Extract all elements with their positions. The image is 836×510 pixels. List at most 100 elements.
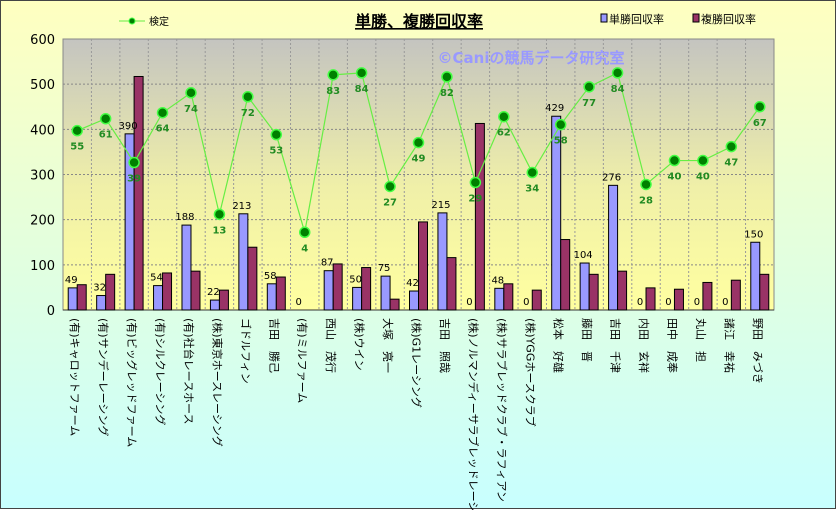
y-tick-label: 100 <box>30 259 55 274</box>
win-return-label: 104 <box>574 250 593 261</box>
legend-place-swatch <box>692 13 700 23</box>
hit-rate-label: 49 <box>412 154 426 165</box>
place-return-bar <box>759 273 770 311</box>
win-return-bar <box>67 287 78 311</box>
win-return-bar <box>608 184 619 311</box>
hit-rate-point <box>754 101 766 113</box>
category-label: 諸江 幸祐 <box>722 318 736 373</box>
place-return-bar <box>275 276 286 311</box>
win-return-label: 49 <box>65 275 78 286</box>
hit-rate-point <box>526 166 539 179</box>
place-return-bar <box>702 281 713 311</box>
category-label: 吉田 千津 <box>609 318 622 373</box>
hit-rate-label: 62 <box>497 128 511 139</box>
win-return-label: 54 <box>150 273 163 284</box>
category-label: 田中 成奉 <box>665 318 679 373</box>
hit-rate-label: 40 <box>696 172 710 183</box>
place-return-bar <box>389 298 400 311</box>
place-return-bar <box>617 270 628 311</box>
category-label: 丸山 担 <box>694 318 708 362</box>
category-label: 西山 茂行 <box>324 318 338 373</box>
legend-win-return: 単勝回収率 <box>609 12 664 26</box>
category-label: 吉田 勝己 <box>267 318 281 373</box>
category-label: ゴドルフィン <box>239 318 253 384</box>
win-return-bar <box>181 224 192 311</box>
watermark: ©Caniの競馬データ研究室 <box>438 49 625 67</box>
place-return-bar <box>730 279 741 311</box>
category-label: (株)ウイン <box>353 318 367 371</box>
hit-rate-point <box>441 71 453 83</box>
y-tick-label: 600 <box>30 33 55 48</box>
win-return-label: 0 <box>722 297 728 308</box>
win-return-label: 0 <box>523 297 529 308</box>
win-return-bar <box>323 270 334 311</box>
win-return-bar <box>494 287 505 311</box>
hit-rate-label: 67 <box>753 118 767 129</box>
hit-rate-point <box>99 112 112 125</box>
hit-rate-point <box>697 154 709 167</box>
hit-rate-point <box>725 140 738 153</box>
win-return-bar <box>266 283 277 311</box>
hit-rate-label: 83 <box>326 86 340 97</box>
win-return-label: 188 <box>175 212 194 223</box>
place-return-bar <box>503 283 514 311</box>
hit-rate-label: 29 <box>468 193 482 204</box>
category-label: 吉田 照哉 <box>438 318 452 373</box>
category-label: 松本 好雄 <box>552 318 566 373</box>
win-return-label: 42 <box>406 278 419 289</box>
category-label: 大塚 亮一 <box>381 318 395 373</box>
hit-rate-label: 4 <box>301 243 308 254</box>
hit-rate-label: 55 <box>70 142 84 153</box>
hit-rate-point <box>611 67 624 79</box>
chart-title: 単勝、複勝回収率 <box>355 12 483 31</box>
hit-rate-label: 64 <box>156 124 170 135</box>
hit-rate-label: 61 <box>99 130 113 141</box>
win-return-label: 0 <box>665 297 671 308</box>
win-return-bar <box>750 241 761 311</box>
win-return-label: 215 <box>431 200 450 211</box>
legend-hit-rate: 検定 <box>149 15 169 28</box>
category-label: (有)シルクレーシング <box>154 318 168 425</box>
win-return-bar <box>153 285 164 311</box>
hit-rate-point <box>412 136 425 149</box>
win-return-label: 150 <box>744 229 763 240</box>
place-return-bar <box>105 273 116 311</box>
hit-rate-point <box>668 154 681 167</box>
place-return-bar <box>218 289 229 311</box>
hit-rate-point <box>270 128 283 141</box>
place-return-bar <box>190 270 201 311</box>
hit-rate-label: 84 <box>355 84 369 95</box>
hit-rate-label: 34 <box>525 184 539 195</box>
y-tick-label: 200 <box>30 214 55 229</box>
hit-rate-label: 13 <box>212 225 226 236</box>
hit-rate-label: 58 <box>554 136 568 147</box>
category-label: (有)ビッグレッドファーム <box>125 318 139 447</box>
place-return-bar <box>76 284 87 311</box>
win-return-label: 75 <box>378 263 391 274</box>
category-label: (株)G1レーシング <box>410 318 424 408</box>
win-return-label: 0 <box>296 297 302 308</box>
hit-rate-point <box>498 110 510 123</box>
place-return-bar <box>531 289 542 311</box>
win-return-label: 429 <box>545 103 564 114</box>
win-return-bar <box>409 290 419 311</box>
hit-rate-point <box>384 180 396 193</box>
place-return-bar <box>418 221 428 311</box>
hit-rate-label: 84 <box>611 84 625 95</box>
legend-place-return: 複勝回収率 <box>701 12 756 26</box>
hit-rate-point <box>185 87 197 99</box>
category-label: (有)サンデーレーシング <box>97 318 111 436</box>
category-label: (株)ノルマンディーサラブレッドレーシ. <box>466 318 480 510</box>
win-return-label: 0 <box>637 297 643 308</box>
hit-rate-label: 77 <box>582 98 596 109</box>
win-return-bar <box>579 262 590 311</box>
hit-rate-label: 27 <box>383 197 397 208</box>
place-return-bar <box>446 257 457 311</box>
hit-rate-point <box>298 226 311 239</box>
win-return-label: 87 <box>321 258 334 269</box>
hit-rate-point <box>213 208 226 221</box>
win-return-label: 0 <box>466 297 472 308</box>
win-return-label: 276 <box>602 172 621 183</box>
